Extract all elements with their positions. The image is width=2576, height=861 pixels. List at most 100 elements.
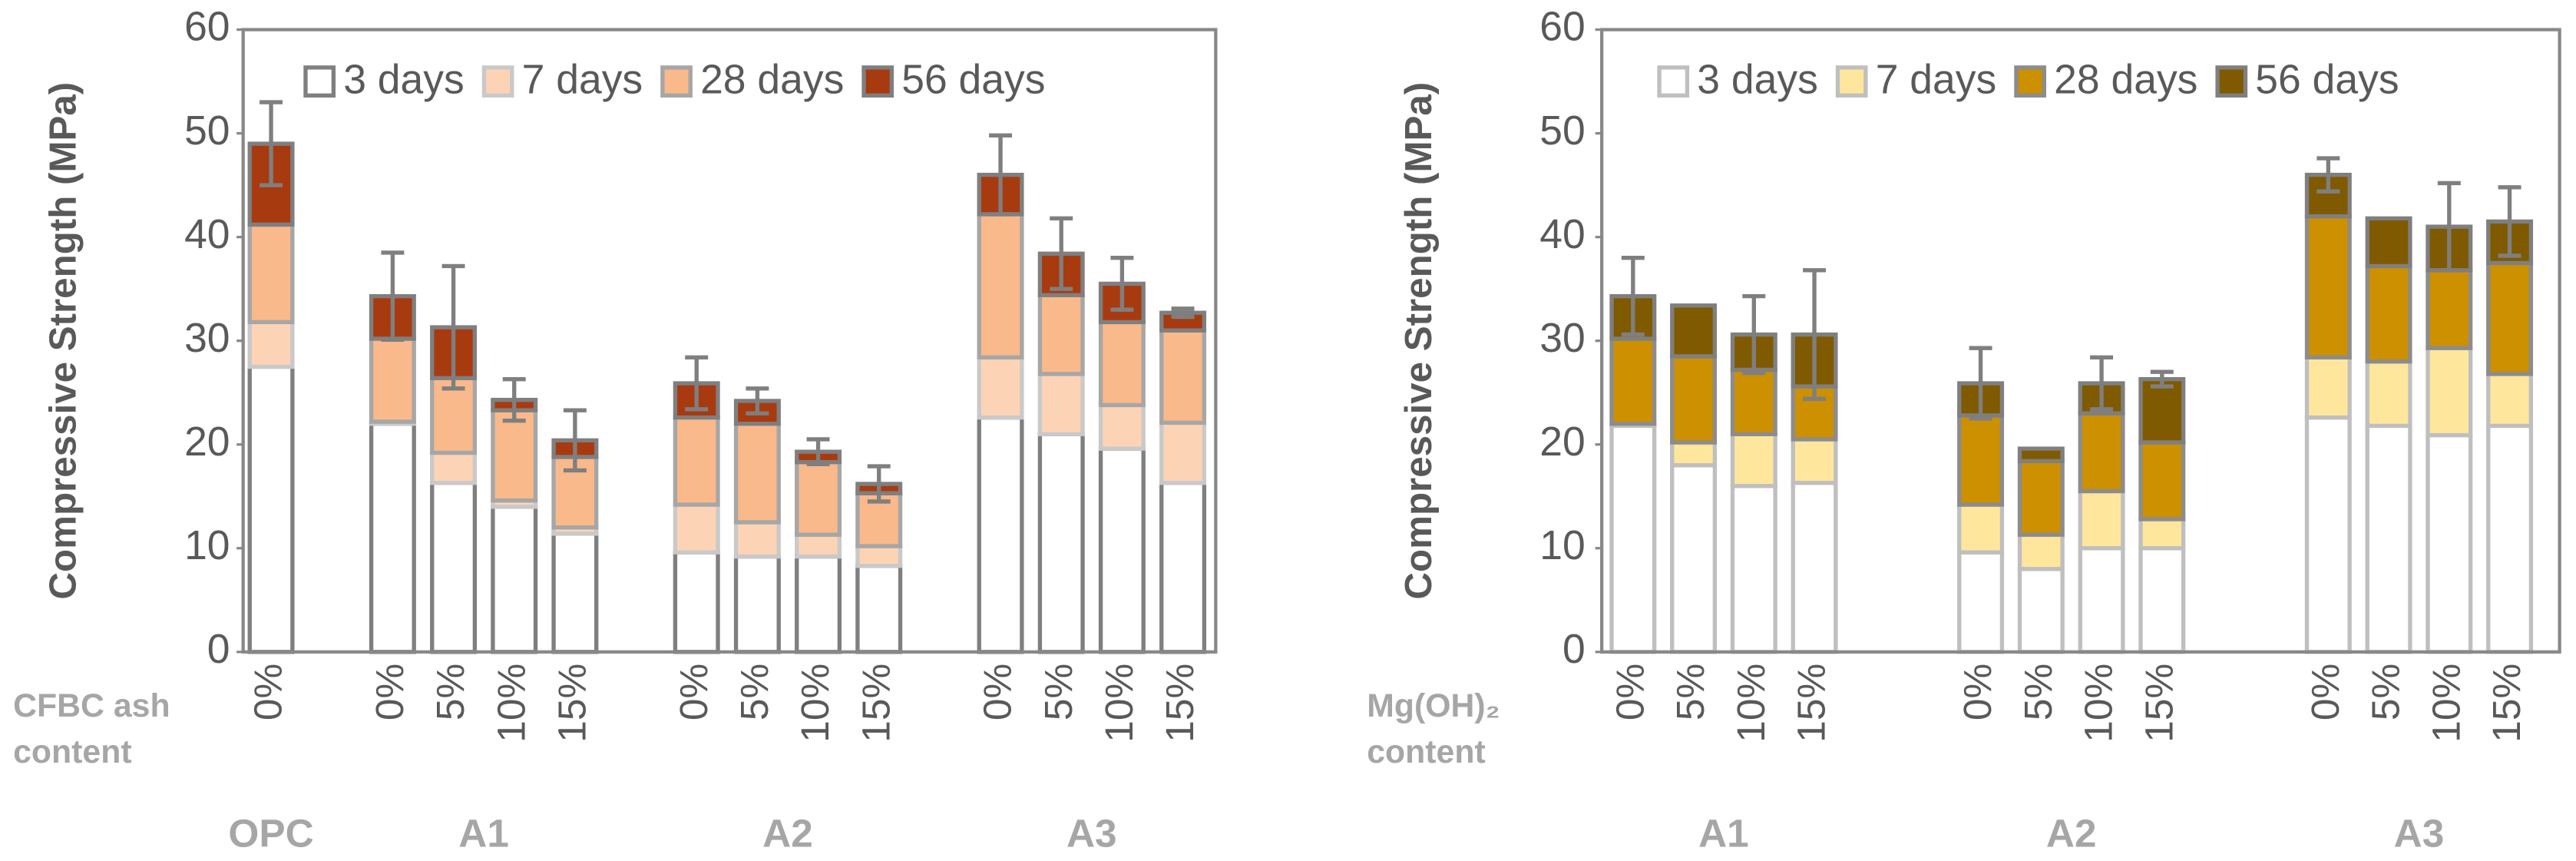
y-tick-label: 20 (184, 419, 230, 465)
y-tick-label: 60 (1539, 5, 1585, 50)
bar-segment (2017, 446, 2065, 464)
bar-segment (2304, 214, 2352, 359)
error-bar (2150, 369, 2174, 389)
error-bar (1171, 306, 1195, 320)
bar-segment (2486, 423, 2534, 654)
bar-segment (673, 550, 720, 654)
bar-segment (247, 364, 295, 654)
error-bar (1742, 293, 1766, 376)
legend-swatch (303, 65, 336, 98)
legend-label: 3 days (343, 57, 465, 102)
x-tick-label: 0% (1607, 664, 1652, 720)
error-bar (260, 100, 283, 187)
bar-segment (855, 544, 903, 568)
bar-segment (2486, 372, 2534, 429)
x-tick-label: 15% (853, 664, 898, 743)
legend-swatch (2215, 65, 2248, 98)
x-tick-label: 15% (1789, 664, 1834, 743)
error-bar (1969, 346, 1992, 421)
bar-segment (1730, 484, 1777, 654)
y-tick-label: 40 (1539, 212, 1585, 257)
plot-frame (1600, 28, 2561, 654)
x-tick-label: 10% (1728, 664, 1773, 743)
bar-segment (491, 408, 538, 503)
bar-segment (2486, 260, 2534, 376)
bar-segment (2078, 546, 2125, 654)
bar-segment (2138, 440, 2186, 522)
bar-segment (1098, 320, 1146, 408)
bar-segment (673, 502, 720, 555)
bar-segment (551, 532, 599, 654)
y-tick-label: 10 (184, 523, 230, 568)
bar-segment (1098, 446, 1146, 654)
x-tick-label: 5% (732, 664, 776, 720)
x-tick-label: 10% (2423, 664, 2468, 743)
bar-segment (1670, 303, 1718, 359)
plot-frame (241, 28, 1218, 654)
bar-segment (2017, 567, 2065, 654)
error-bar (1803, 268, 1827, 401)
bar-segment (1670, 463, 1718, 654)
bar-segment (2138, 376, 2186, 445)
y-tick-label: 0 (1562, 627, 1586, 672)
x-axis-title: content (1367, 734, 1486, 770)
group-label: A1 (458, 810, 509, 855)
error-bar (2498, 185, 2521, 258)
error-bar (2316, 156, 2340, 194)
error-bar (441, 263, 465, 391)
bar-segment (1159, 481, 1207, 654)
legend-label: 56 days (2255, 57, 2399, 102)
error-bar (867, 464, 891, 504)
bar-segment (369, 422, 416, 654)
bar-segment (733, 520, 781, 559)
group-label: A3 (1066, 810, 1117, 855)
legend-swatch (1835, 65, 1868, 98)
bar-segment (2426, 346, 2473, 438)
x-tick-label: 0% (975, 664, 1020, 720)
legend-swatch (481, 65, 514, 98)
x-axis-title: content (13, 734, 132, 770)
bar-segment (733, 422, 781, 525)
error-bar (685, 355, 709, 412)
group-label: A1 (1698, 810, 1749, 855)
bar-segment (1791, 437, 1838, 485)
y-tick-label: 30 (184, 316, 230, 361)
bar-segment (1957, 413, 2005, 507)
x-tick-label: 5% (1668, 664, 1712, 720)
x-tick-label: 10% (2076, 664, 2121, 743)
bar-segment (855, 564, 903, 654)
error-bar (1110, 255, 1134, 312)
bar-segment (430, 481, 478, 654)
bar-segment (1791, 481, 1838, 654)
legend-swatch (2014, 65, 2046, 98)
legend-swatch (1657, 65, 1690, 98)
legend-swatch (660, 65, 693, 98)
y-tick-label: 50 (184, 108, 230, 154)
bar-segment (2304, 415, 2352, 654)
bar-segment (1037, 293, 1085, 376)
y-tick-label: 60 (184, 5, 230, 50)
group-label: OPC (228, 810, 313, 855)
error-bar (806, 437, 830, 467)
bar-segment (247, 222, 295, 325)
bar-segment (1670, 440, 1718, 468)
bar-segment (2138, 517, 2186, 551)
bar-segment (2426, 432, 2473, 654)
group-label: A2 (2046, 810, 2097, 855)
bar-segment (1037, 372, 1085, 436)
legend-label: 56 days (901, 57, 1045, 102)
legend-label: 28 days (700, 57, 844, 102)
x-tick-label: 0% (2303, 664, 2347, 720)
bar-segment (2078, 488, 2125, 551)
bar-segment (1670, 354, 1718, 445)
y-tick-label: 40 (184, 212, 230, 257)
bar-segment (247, 320, 295, 369)
x-axis-title: Mg(OH)₂ (1367, 687, 1500, 724)
x-tick-label: 0% (367, 664, 412, 720)
bar-segment (977, 212, 1024, 359)
bar-segment (1730, 367, 1777, 436)
bar-segment (1609, 336, 1657, 426)
bar-segment (2365, 216, 2412, 269)
